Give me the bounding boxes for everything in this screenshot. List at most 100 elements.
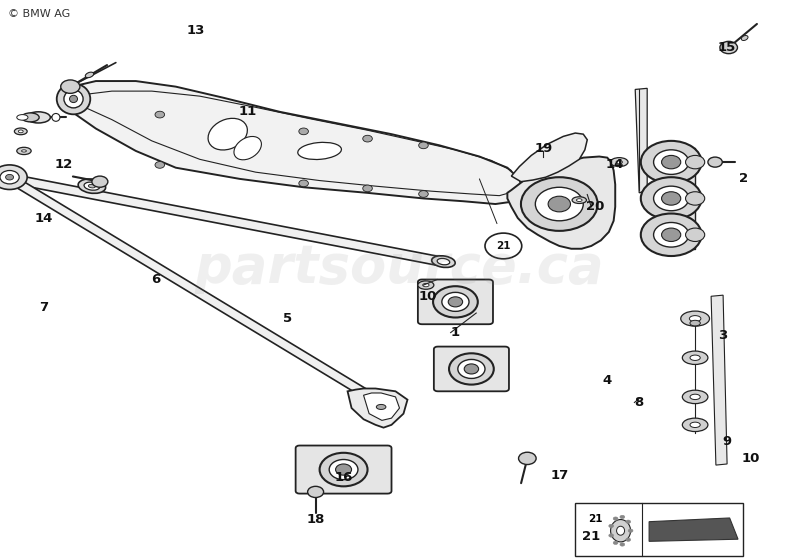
Ellipse shape bbox=[572, 197, 586, 203]
Text: 10: 10 bbox=[742, 452, 760, 465]
Circle shape bbox=[654, 186, 689, 211]
Text: 10: 10 bbox=[419, 290, 436, 303]
Bar bbox=[575, 503, 743, 556]
Circle shape bbox=[61, 80, 80, 93]
Ellipse shape bbox=[690, 422, 700, 428]
Circle shape bbox=[609, 534, 614, 537]
Circle shape bbox=[626, 538, 630, 541]
Ellipse shape bbox=[610, 519, 630, 542]
Text: 20: 20 bbox=[586, 200, 604, 214]
Circle shape bbox=[329, 459, 358, 480]
Ellipse shape bbox=[17, 147, 31, 155]
Polygon shape bbox=[686, 148, 695, 249]
Text: 5: 5 bbox=[283, 312, 292, 325]
Ellipse shape bbox=[64, 90, 83, 108]
Circle shape bbox=[628, 529, 633, 532]
Text: 17: 17 bbox=[551, 468, 568, 482]
Text: 3: 3 bbox=[718, 329, 728, 342]
Text: 21: 21 bbox=[588, 514, 602, 524]
Text: 6: 6 bbox=[151, 273, 161, 286]
Polygon shape bbox=[635, 88, 647, 193]
Text: 14: 14 bbox=[606, 158, 624, 172]
FancyBboxPatch shape bbox=[434, 347, 509, 391]
Circle shape bbox=[654, 150, 689, 174]
Circle shape bbox=[155, 162, 165, 168]
Ellipse shape bbox=[610, 158, 628, 167]
Circle shape bbox=[0, 170, 19, 184]
Circle shape bbox=[613, 541, 618, 544]
Circle shape bbox=[485, 233, 522, 259]
Circle shape bbox=[662, 228, 681, 241]
Circle shape bbox=[419, 191, 428, 197]
Circle shape bbox=[363, 185, 372, 192]
Polygon shape bbox=[72, 81, 523, 204]
Text: 7: 7 bbox=[39, 301, 49, 314]
Ellipse shape bbox=[18, 130, 23, 133]
Text: © BMW AG: © BMW AG bbox=[8, 9, 70, 19]
Ellipse shape bbox=[423, 283, 429, 287]
Text: 15: 15 bbox=[718, 41, 736, 54]
Polygon shape bbox=[711, 295, 727, 465]
Ellipse shape bbox=[370, 401, 392, 413]
Circle shape bbox=[299, 128, 308, 135]
Circle shape bbox=[686, 228, 705, 241]
Ellipse shape bbox=[682, 351, 708, 364]
Ellipse shape bbox=[89, 184, 95, 188]
Ellipse shape bbox=[690, 320, 700, 326]
Circle shape bbox=[0, 165, 27, 190]
Circle shape bbox=[654, 222, 689, 247]
FancyBboxPatch shape bbox=[418, 280, 493, 324]
Ellipse shape bbox=[234, 136, 261, 160]
Text: 13: 13 bbox=[187, 24, 205, 37]
Text: 4: 4 bbox=[602, 373, 612, 387]
Text: 21: 21 bbox=[496, 241, 511, 251]
Circle shape bbox=[613, 517, 618, 520]
Text: 9: 9 bbox=[722, 435, 732, 448]
Ellipse shape bbox=[52, 113, 60, 121]
Circle shape bbox=[336, 464, 352, 475]
Circle shape bbox=[320, 453, 368, 486]
Text: 21: 21 bbox=[582, 530, 600, 543]
Ellipse shape bbox=[437, 258, 450, 265]
Circle shape bbox=[686, 192, 705, 205]
Circle shape bbox=[308, 486, 324, 498]
Ellipse shape bbox=[85, 72, 93, 78]
Circle shape bbox=[720, 41, 737, 54]
Ellipse shape bbox=[431, 256, 455, 267]
Ellipse shape bbox=[681, 311, 710, 326]
Circle shape bbox=[449, 353, 494, 385]
Text: 1: 1 bbox=[451, 326, 460, 339]
Polygon shape bbox=[364, 393, 400, 420]
Text: 12: 12 bbox=[55, 158, 73, 172]
Circle shape bbox=[620, 515, 625, 519]
Text: 19: 19 bbox=[535, 141, 552, 155]
Ellipse shape bbox=[682, 418, 708, 432]
Circle shape bbox=[641, 214, 702, 256]
Circle shape bbox=[92, 176, 108, 187]
Ellipse shape bbox=[690, 316, 701, 321]
Ellipse shape bbox=[14, 128, 27, 135]
Text: 2: 2 bbox=[738, 172, 748, 186]
Polygon shape bbox=[649, 518, 738, 541]
Ellipse shape bbox=[298, 143, 341, 159]
Ellipse shape bbox=[70, 95, 78, 103]
Circle shape bbox=[641, 177, 702, 220]
Ellipse shape bbox=[690, 394, 700, 400]
Ellipse shape bbox=[78, 179, 105, 193]
Ellipse shape bbox=[57, 83, 90, 115]
Circle shape bbox=[519, 452, 536, 465]
Polygon shape bbox=[511, 133, 587, 182]
Circle shape bbox=[535, 187, 583, 221]
Text: 16: 16 bbox=[335, 471, 352, 485]
Ellipse shape bbox=[26, 112, 50, 123]
Circle shape bbox=[363, 135, 372, 142]
Polygon shape bbox=[16, 182, 380, 402]
Circle shape bbox=[641, 141, 702, 183]
Circle shape bbox=[464, 364, 479, 374]
Circle shape bbox=[299, 180, 308, 187]
Ellipse shape bbox=[682, 390, 708, 404]
Ellipse shape bbox=[84, 182, 100, 190]
Circle shape bbox=[626, 520, 630, 523]
Text: 11: 11 bbox=[239, 105, 256, 119]
Circle shape bbox=[548, 196, 570, 212]
